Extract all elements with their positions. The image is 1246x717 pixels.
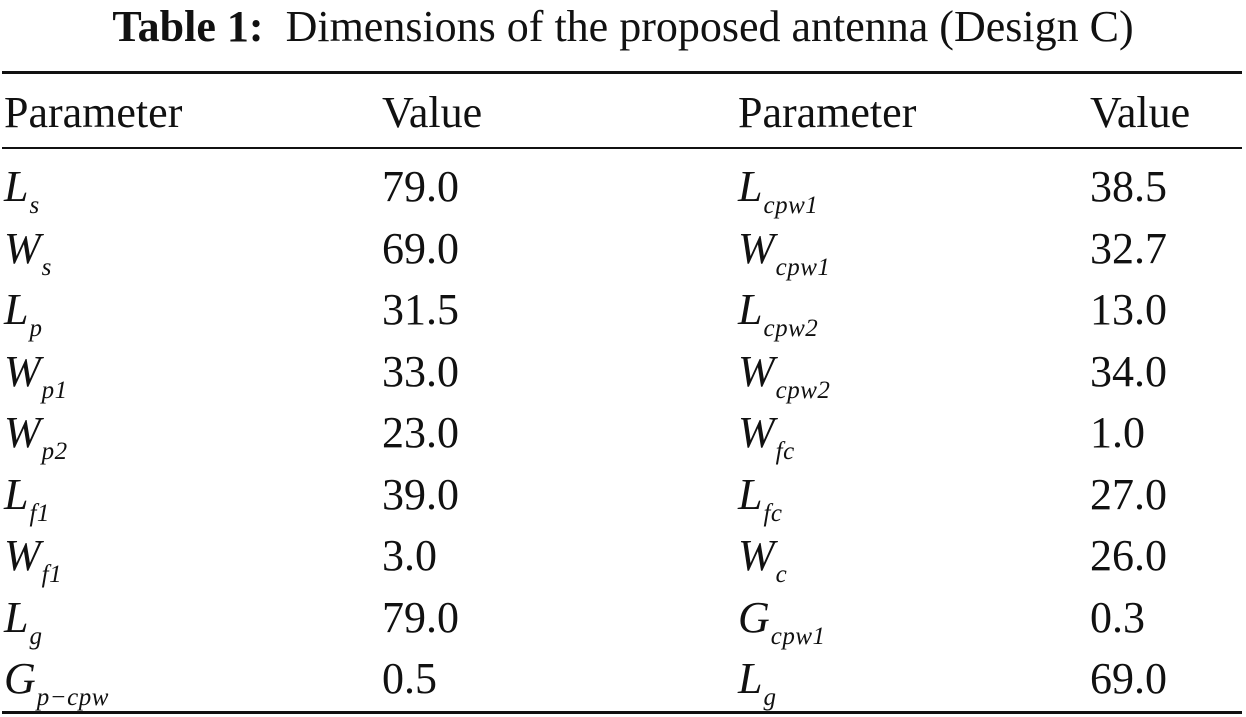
caption-label: Table 1: xyxy=(112,2,264,51)
table-row-right-value: 32.7 xyxy=(1090,224,1167,273)
parameter-symbol: L xyxy=(4,162,29,211)
table-row-left-parameter: Lg xyxy=(4,593,42,650)
parameter-symbol: W xyxy=(738,408,775,457)
table-row-left-value: 79.0 xyxy=(382,162,459,211)
parameter-symbol: W xyxy=(4,224,41,273)
table-row-left-parameter: Wf1 xyxy=(4,531,62,588)
table-row-left-parameter: Lf1 xyxy=(4,470,50,527)
table-row-left-value: 79.0 xyxy=(382,593,459,642)
bottom-rule xyxy=(2,711,1242,714)
parameter-subscript: c xyxy=(775,561,788,588)
table-row-right-parameter: Gcpw1 xyxy=(738,593,826,650)
parameter-symbol: W xyxy=(738,224,775,273)
top-rule xyxy=(2,71,1242,74)
parameter-symbol: L xyxy=(738,470,763,519)
parameter-subscript: p1 xyxy=(41,377,68,404)
table-row-right-value: 26.0 xyxy=(1090,531,1167,580)
header-parameter-right: Parameter xyxy=(738,88,917,137)
table-row-right-parameter: Wfc xyxy=(738,408,795,465)
table-row-left-value: 3.0 xyxy=(382,531,437,580)
parameter-subscript: g xyxy=(29,623,43,650)
parameter-symbol: G xyxy=(4,654,36,703)
header-rule xyxy=(2,147,1242,149)
table-row-left-parameter: Gp−cpw xyxy=(4,654,109,711)
parameter-symbol: W xyxy=(4,408,41,457)
parameter-symbol: L xyxy=(738,285,763,334)
table-row-right-parameter: Lfc xyxy=(738,470,783,527)
parameter-subscript: cpw1 xyxy=(763,192,819,219)
parameter-symbol: L xyxy=(4,285,29,334)
parameter-subscript: s xyxy=(41,254,52,281)
parameter-subscript: p−cpw xyxy=(36,684,109,711)
parameter-symbol: W xyxy=(738,531,775,580)
parameter-symbol: L xyxy=(738,654,763,703)
parameter-subscript: cpw2 xyxy=(763,315,819,342)
table-row-left-value: 33.0 xyxy=(382,347,459,396)
parameter-symbol: W xyxy=(738,347,775,396)
parameter-subscript: f1 xyxy=(29,500,50,527)
table-row-left-parameter: Ws xyxy=(4,224,52,281)
table-row-right-value: 27.0 xyxy=(1090,470,1167,519)
caption-text: Dimensions of the proposed antenna (Desi… xyxy=(285,2,1134,51)
table-row-right-value: 34.0 xyxy=(1090,347,1167,396)
table-row-right-parameter: Lcpw1 xyxy=(738,162,818,219)
table-row-left-parameter: Ls xyxy=(4,162,40,219)
table-row-right-value: 38.5 xyxy=(1090,162,1167,211)
table-row-left-value: 39.0 xyxy=(382,470,459,519)
parameter-symbol: W xyxy=(4,347,41,396)
header-parameter-left: Parameter xyxy=(4,88,183,137)
parameter-subscript: p xyxy=(29,315,43,342)
header-value-right: Value xyxy=(1090,88,1191,137)
table-row-left-value: 69.0 xyxy=(382,224,459,273)
parameter-subscript: s xyxy=(29,192,40,219)
parameter-subscript: f1 xyxy=(41,561,63,588)
table-row-left-value: 0.5 xyxy=(382,654,437,703)
table-row-right-value: 13.0 xyxy=(1090,285,1167,334)
table-caption: Table 1: Dimensions of the proposed ante… xyxy=(0,2,1246,52)
parameter-subscript: fc xyxy=(763,500,783,527)
parameter-symbol: L xyxy=(4,593,29,642)
parameter-symbol: L xyxy=(738,162,763,211)
table-row-left-parameter: Lp xyxy=(4,285,42,342)
parameter-subscript: cpw1 xyxy=(770,623,826,650)
parameter-symbol: L xyxy=(4,470,29,519)
parameter-symbol: G xyxy=(738,593,770,642)
table-row-left-parameter: Wp1 xyxy=(4,347,68,404)
table-row-right-value: 1.0 xyxy=(1090,408,1145,457)
table-row-right-parameter: Wcpw2 xyxy=(738,347,830,404)
parameter-subscript: cpw2 xyxy=(775,377,831,404)
header-value-left: Value xyxy=(382,88,483,137)
parameter-subscript: g xyxy=(763,684,777,711)
table-row-right-parameter: Lcpw2 xyxy=(738,285,818,342)
parameter-symbol: W xyxy=(4,531,41,580)
table-row-right-value: 0.3 xyxy=(1090,593,1145,642)
table-row-left-parameter: Wp2 xyxy=(4,408,68,465)
table-row-left-value: 23.0 xyxy=(382,408,459,457)
parameter-subscript: fc xyxy=(775,438,795,465)
table-row-right-value: 69.0 xyxy=(1090,654,1167,703)
table-row-left-value: 31.5 xyxy=(382,285,459,334)
table-row-right-parameter: Wc xyxy=(738,531,787,588)
parameter-subscript: p2 xyxy=(41,438,68,465)
table-row-right-parameter: Lg xyxy=(738,654,776,711)
table-row-right-parameter: Wcpw1 xyxy=(738,224,830,281)
parameter-subscript: cpw1 xyxy=(775,254,831,281)
